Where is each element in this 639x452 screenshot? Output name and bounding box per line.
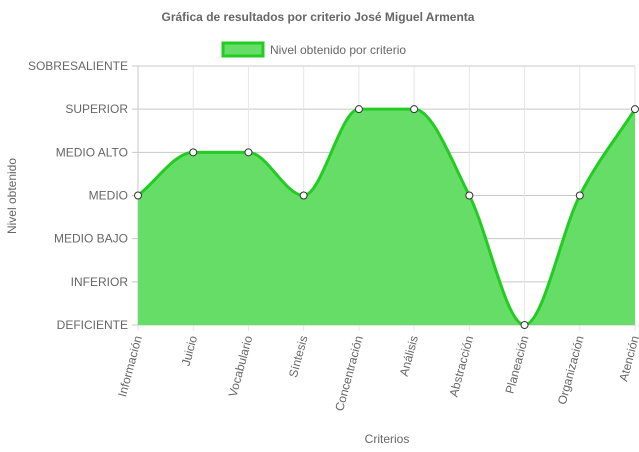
x-tick-label: Información (115, 334, 145, 398)
y-tick-label: MEDIO ALTO (56, 145, 128, 159)
data-point-7[interactable] (465, 191, 474, 200)
legend[interactable]: Nivel obtenido por criterio (221, 41, 406, 58)
x-axis-title: Criterios (365, 432, 410, 446)
data-point-3[interactable] (244, 148, 253, 157)
y-axis-ticks: DEFICIENTE INFERIOR MEDIO BAJO MEDIO MEDIO A… (28, 59, 128, 332)
y-tick-label: INFERIOR (71, 275, 129, 289)
data-point-9[interactable] (575, 191, 584, 200)
data-point-1[interactable] (134, 191, 142, 200)
x-tick-label: Organización (555, 334, 587, 406)
chart-title: Gráfica de resultados por criterio José … (162, 10, 475, 24)
data-point-8[interactable] (520, 321, 529, 329)
y-tick-label: SOBRESALIENTE (28, 59, 128, 73)
series-area (137, 107, 637, 327)
y-tick-label: MEDIO BAJO (54, 232, 128, 246)
data-point-6[interactable] (410, 105, 419, 114)
x-tick-label: Análisis (397, 334, 421, 378)
x-tick-label: Planeación (503, 334, 532, 395)
x-tick-label: Atención (616, 334, 639, 383)
y-tick-label: DEFICIENTE (57, 318, 128, 332)
y-axis-title: Nivel obtenido (5, 158, 19, 234)
y-tick-label: SUPERIOR (65, 102, 128, 116)
data-points (134, 105, 639, 329)
series-area-fill (138, 109, 635, 326)
x-tick-label: Abstracción (446, 334, 476, 398)
x-tick-label: Síntesis (286, 334, 311, 379)
x-tick-label: Vocabulario (226, 334, 256, 399)
data-point-4[interactable] (299, 191, 308, 200)
legend-swatch (221, 41, 265, 58)
x-tick-label: Juicio (179, 334, 201, 368)
data-point-10[interactable] (631, 105, 639, 114)
data-point-5[interactable] (354, 105, 363, 114)
y-tick-label: MEDIO (89, 189, 128, 203)
data-point-2[interactable] (189, 148, 198, 157)
x-axis-ticks: Información Juicio Vocabulario Síntesis Conc… (115, 334, 639, 413)
legend-label: Nivel obtenido por criterio (270, 43, 406, 57)
x-tick-label: Concentración (332, 334, 366, 412)
